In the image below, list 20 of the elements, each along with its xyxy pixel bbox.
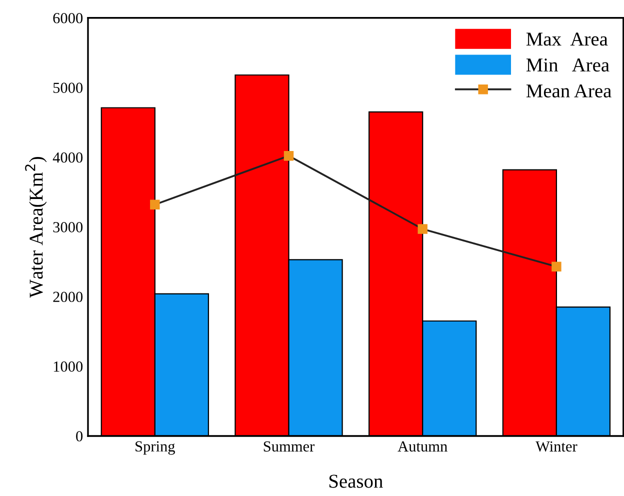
x-tick-label: Autumn bbox=[398, 441, 448, 452]
point bbox=[150, 200, 160, 210]
legend-label: Mean Area bbox=[526, 84, 612, 98]
point bbox=[418, 224, 428, 234]
y-axis-title: Water Area(Km$^{2}$) bbox=[25, 157, 47, 298]
y-tick-label: 4000 bbox=[52, 152, 83, 163]
legend-label: Min Area bbox=[526, 58, 610, 72]
x-axis-title: Season bbox=[329, 474, 383, 488]
y-tick-label: 2000 bbox=[53, 292, 83, 302]
x-tick-label: Spring bbox=[136, 441, 175, 455]
y-tick-label: 3000 bbox=[53, 222, 83, 232]
point bbox=[284, 150, 294, 161]
y-tick-label: 1000 bbox=[54, 361, 83, 372]
point bbox=[552, 262, 562, 272]
y-tick-label: 0 bbox=[76, 431, 83, 442]
x-tick-label: Summer bbox=[264, 441, 315, 452]
legend-label: Max Area bbox=[526, 32, 608, 46]
y-tick-label: 5000 bbox=[53, 82, 83, 93]
y-tick-label: 6000 bbox=[53, 12, 83, 24]
x-tick-label: Winter bbox=[536, 441, 578, 452]
